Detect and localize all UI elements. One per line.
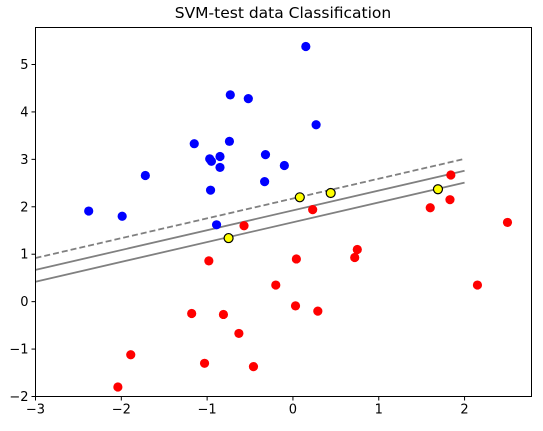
y-axis: −2 −1 0 1 2 3 4 5 [9, 58, 36, 405]
data-point-class0-12 [140, 170, 150, 181]
data-point-class0-16 [117, 211, 127, 221]
x-tick-label: 0 [289, 403, 297, 418]
y-tick-label: −2 [9, 390, 28, 405]
data-point-class1-3 [308, 205, 318, 215]
y-tick-label: 4 [20, 105, 28, 120]
data-point-class1-15 [218, 309, 229, 320]
support-vector-1 [325, 187, 336, 199]
data-point-class0-10 [215, 162, 225, 173]
svm-line-2-solid [35, 181, 465, 283]
axes-frame [35, 27, 532, 397]
data-point-class1-19 [248, 362, 259, 372]
data-point-class0-13 [260, 177, 270, 187]
data-point-class0-1 [225, 90, 235, 100]
data-point-class1-7 [350, 252, 360, 263]
data-point-class0-7 [215, 151, 225, 162]
svm-line-0-dashed [35, 158, 465, 259]
svm-line-1-solid [35, 169, 465, 271]
data-point-class1-20 [113, 382, 123, 392]
data-point-class0-11 [279, 160, 289, 171]
data-point-class0-15 [84, 206, 94, 216]
data-point-class1-10 [271, 280, 281, 290]
chart-title: SVM-test data Classification [175, 4, 392, 22]
data-point-class1-1 [445, 195, 455, 205]
data-point-class1-8 [204, 256, 214, 266]
data-point-class1-13 [313, 306, 323, 316]
data-point-class0-6 [260, 150, 271, 160]
x-tick-label: −3 [26, 403, 45, 418]
data-point-class0-2 [243, 94, 253, 104]
data-point-class1-2 [425, 203, 435, 213]
data-point-class1-5 [502, 217, 513, 228]
data-point-class1-12 [290, 301, 301, 311]
data-point-class1-14 [187, 308, 197, 319]
data-point-class1-9 [291, 254, 301, 264]
data-point-class1-4 [239, 221, 249, 231]
x-tick-label: −1 [198, 403, 217, 418]
data-point-class0-0 [301, 41, 311, 52]
y-tick-label: 1 [20, 248, 28, 263]
x-tick-label: 1 [375, 403, 383, 418]
data-point-class0-4 [224, 136, 235, 146]
x-tick-label: −2 [112, 403, 131, 418]
data-point-class0-5 [189, 139, 199, 149]
data-point-class1-18 [199, 358, 210, 368]
y-tick-label: 5 [20, 58, 28, 73]
data-point-class0-17 [211, 220, 222, 230]
data-point-class0-9 [206, 156, 217, 166]
y-tick-label: 2 [20, 200, 28, 215]
x-axis: −3 −2 −1 0 1 2 [26, 396, 469, 418]
y-tick-label: −1 [9, 343, 28, 358]
data-point-class1-0 [446, 170, 456, 180]
y-tick-label: 3 [20, 153, 28, 168]
data-point-class0-14 [205, 185, 216, 195]
data-point-class1-6 [352, 244, 362, 255]
plot-area [35, 41, 513, 392]
data-point-class1-11 [472, 280, 483, 290]
data-point-class0-3 [311, 120, 321, 130]
data-point-class1-16 [234, 328, 244, 339]
x-tick-label: 2 [460, 403, 468, 418]
support-vector-3 [223, 232, 234, 244]
support-vector-0 [294, 192, 305, 203]
data-point-class1-17 [126, 350, 136, 360]
support-vector-2 [432, 184, 444, 195]
y-tick-label: 0 [20, 295, 28, 310]
